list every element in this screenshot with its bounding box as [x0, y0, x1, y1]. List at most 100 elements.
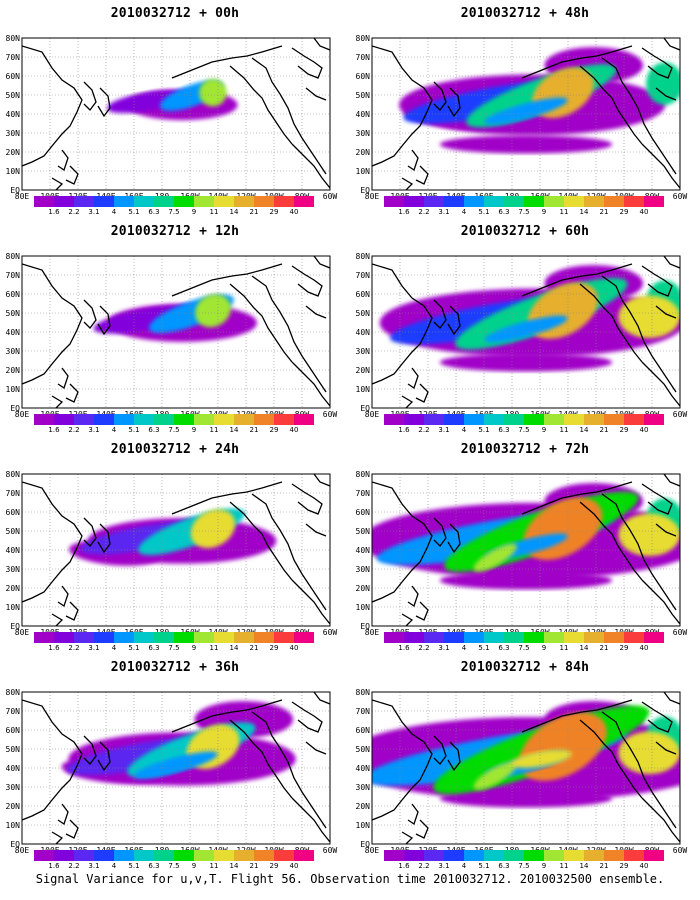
latitude-label: 80N — [356, 688, 371, 697]
coastline — [291, 265, 323, 297]
coastline — [291, 701, 323, 733]
coastline — [251, 493, 327, 611]
colorbar-label: 7.5 — [168, 426, 180, 434]
colorbar-label: 6.3 — [148, 862, 160, 870]
variance-contour — [618, 731, 680, 775]
map-frame — [371, 691, 681, 845]
variance-contour — [646, 62, 680, 105]
colorbar-label: 4 — [461, 208, 467, 216]
colorbar-label: 11 — [209, 862, 219, 870]
colorbar-segment — [564, 196, 584, 207]
colorbar-segment — [644, 850, 664, 861]
variance-contour — [194, 294, 231, 328]
colorbar-label: 11 — [559, 208, 569, 216]
latitude-label: 80N — [356, 252, 371, 261]
latitude-label: 20N — [356, 366, 371, 375]
colorbar-segment — [274, 414, 294, 425]
coastline — [407, 149, 419, 172]
colorbar-label: 9 — [191, 208, 197, 216]
coastline — [305, 741, 327, 755]
coastline — [57, 803, 69, 826]
coastline — [447, 305, 461, 336]
colorbar-label: 14 — [229, 208, 239, 216]
colorbar-segment — [424, 196, 444, 207]
latitude-label: 20N — [6, 584, 21, 593]
colorbar-segment — [384, 196, 404, 207]
colorbar-segment — [504, 196, 524, 207]
map-frame — [21, 473, 331, 627]
variance-contour — [484, 97, 568, 125]
coastline — [601, 57, 677, 175]
colorbar-segment — [294, 850, 314, 861]
latitude-label: 70N — [356, 707, 371, 716]
colorbar-segment — [234, 632, 254, 643]
colorbar-segment — [34, 850, 54, 861]
colorbar-label: 9 — [541, 862, 547, 870]
coastline — [57, 149, 69, 172]
colorbar-segment — [404, 196, 424, 207]
coastline — [229, 283, 293, 363]
coastline — [291, 47, 323, 79]
colorbar — [34, 632, 314, 644]
coastline — [655, 305, 677, 319]
colorbar-label: 29 — [269, 426, 279, 434]
colorbar-segment — [444, 850, 464, 861]
colorbar-label: 2.2 — [418, 862, 430, 870]
coastline — [22, 263, 83, 385]
colorbar-label: 6.3 — [148, 426, 160, 434]
latitude-label: 10N — [6, 385, 21, 394]
longitude-label: 60W — [323, 628, 338, 637]
latitude-label: 20N — [356, 802, 371, 811]
latitude-label: 20N — [6, 802, 21, 811]
colorbar-label: 40 — [639, 208, 649, 216]
longitude-label: 60W — [323, 410, 338, 419]
coastline — [521, 45, 633, 79]
variance-contour — [473, 761, 517, 790]
coastline — [433, 299, 447, 329]
colorbar-segment — [604, 632, 624, 643]
colorbar-segment — [174, 850, 194, 861]
coastline — [601, 493, 677, 611]
colorbar-label: 3.1 — [88, 208, 100, 216]
colorbar-segment — [214, 632, 234, 643]
colorbar-segment — [564, 414, 584, 425]
variance-contour — [511, 749, 572, 769]
variance-contour — [439, 135, 613, 154]
colorbar-label: 29 — [269, 208, 279, 216]
variance-contour — [134, 751, 218, 779]
colorbar-label: 5.1 — [128, 426, 140, 434]
colorbar-segment — [424, 632, 444, 643]
colorbar-segment — [584, 632, 604, 643]
colorbar-segment — [134, 196, 154, 207]
coastline — [305, 305, 327, 319]
colorbar-segment — [484, 414, 504, 425]
coastline — [22, 699, 83, 821]
variance-contour — [439, 789, 613, 808]
map-frame — [21, 255, 331, 409]
colorbar-segment — [214, 850, 234, 861]
latitude-label: 50N — [6, 527, 21, 536]
latitude-label: 70N — [6, 271, 21, 280]
colorbar-segment — [294, 632, 314, 643]
colorbar-label: 2.2 — [68, 862, 80, 870]
colorbar-segment — [54, 632, 74, 643]
colorbar-segment — [564, 632, 584, 643]
variance-map: 80N70N60N50N40N30N20N10NEQ80E100E120E140… — [6, 34, 338, 201]
colorbar-label: 21 — [249, 644, 259, 652]
colorbar-segment — [644, 196, 664, 207]
colorbar-segment — [504, 632, 524, 643]
map-panel: 2010032712 + 48h 80N 70N 60N 50N 40N 30N 20N 10N… — [350, 0, 700, 216]
coastline — [83, 735, 97, 765]
coastline — [22, 481, 83, 603]
colorbar-segment — [584, 414, 604, 425]
coastline — [229, 65, 293, 145]
coastline — [22, 45, 83, 167]
coastline — [313, 474, 330, 487]
coastline — [641, 47, 673, 79]
colorbar-segment — [384, 850, 404, 861]
latitude-label: 50N — [6, 745, 21, 754]
colorbar-segment — [624, 414, 644, 425]
colorbar — [384, 196, 664, 208]
map-frame — [371, 255, 681, 409]
colorbar-segment — [174, 414, 194, 425]
